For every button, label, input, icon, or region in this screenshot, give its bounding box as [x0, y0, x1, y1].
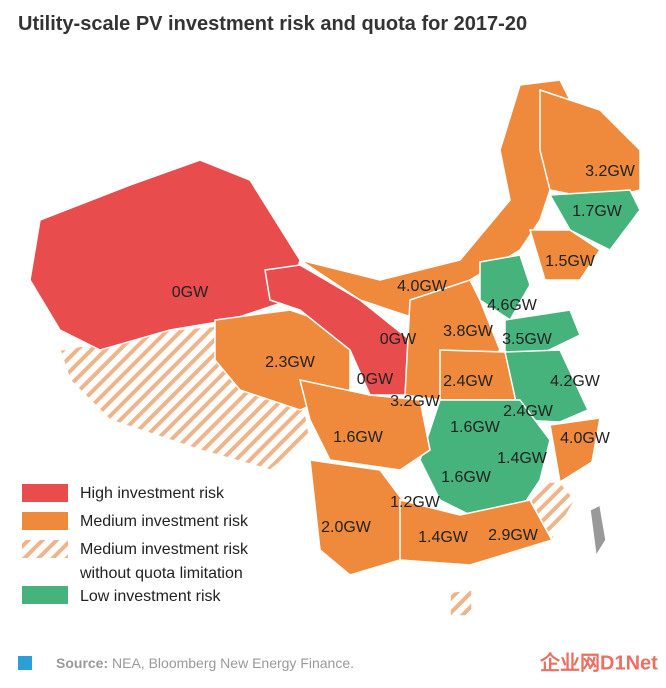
legend-label: High investment risk — [80, 485, 225, 502]
region-label: 4.0GW — [560, 430, 611, 447]
source-icon — [18, 656, 32, 670]
legend-label: without quota limitation — [79, 565, 243, 582]
watermark: 企业网D1Net — [539, 650, 658, 674]
legend-swatch — [22, 540, 68, 558]
region-label: 2.3GW — [265, 354, 316, 371]
source: Source: NEA, Bloomberg New Energy Financ… — [56, 655, 354, 671]
region-label: 3.2GW — [585, 163, 636, 180]
region-label: 2.4GW — [503, 403, 554, 420]
legend-swatch — [22, 484, 68, 502]
region-label: 0GW — [380, 331, 417, 348]
legend-label: Low investment risk — [80, 588, 221, 605]
legend-label: Medium investment risk — [80, 541, 249, 558]
region-label: 2.4GW — [443, 373, 494, 390]
region-label: 4.6GW — [487, 297, 538, 314]
region-label: 1.6GW — [450, 419, 501, 436]
legend-swatch — [22, 586, 68, 604]
region-labels: 0GW 2.3GW 4.0GW 0GW 0GW 3.2GW 1.6GW 3.2GW 1.7GW 1… — [172, 163, 636, 546]
legend: High investment risk Medium investment r… — [22, 484, 249, 605]
region-label: 4.0GW — [397, 278, 448, 295]
legend-label: Medium investment risk — [80, 513, 249, 530]
title: Utility-scale PV investment risk and quo… — [18, 13, 527, 35]
region-label: 1.4GW — [497, 450, 548, 467]
legend-swatch — [22, 512, 68, 530]
region-label: 1.6GW — [441, 469, 492, 486]
region-label: 3.2GW — [390, 393, 441, 410]
region-label: 1.5GW — [545, 253, 596, 270]
region-label: 4.2GW — [550, 373, 601, 390]
region-label: 1.2GW — [390, 494, 441, 511]
source-text: NEA, Bloomberg New Energy Finance. — [112, 655, 354, 671]
region-label: 0GW — [357, 371, 394, 388]
region-label: 1.6GW — [333, 429, 384, 446]
region-label: 0GW — [172, 284, 209, 301]
region-label: 1.7GW — [572, 203, 623, 220]
source-prefix: Source: — [56, 655, 108, 671]
map-shapes — [29, 79, 641, 617]
region-label: 2.0GW — [321, 519, 372, 536]
region-label: 1.4GW — [418, 529, 469, 546]
region-label: 3.8GW — [443, 323, 494, 340]
region-label: 3.5GW — [502, 331, 553, 348]
region-label: 2.9GW — [488, 527, 539, 544]
